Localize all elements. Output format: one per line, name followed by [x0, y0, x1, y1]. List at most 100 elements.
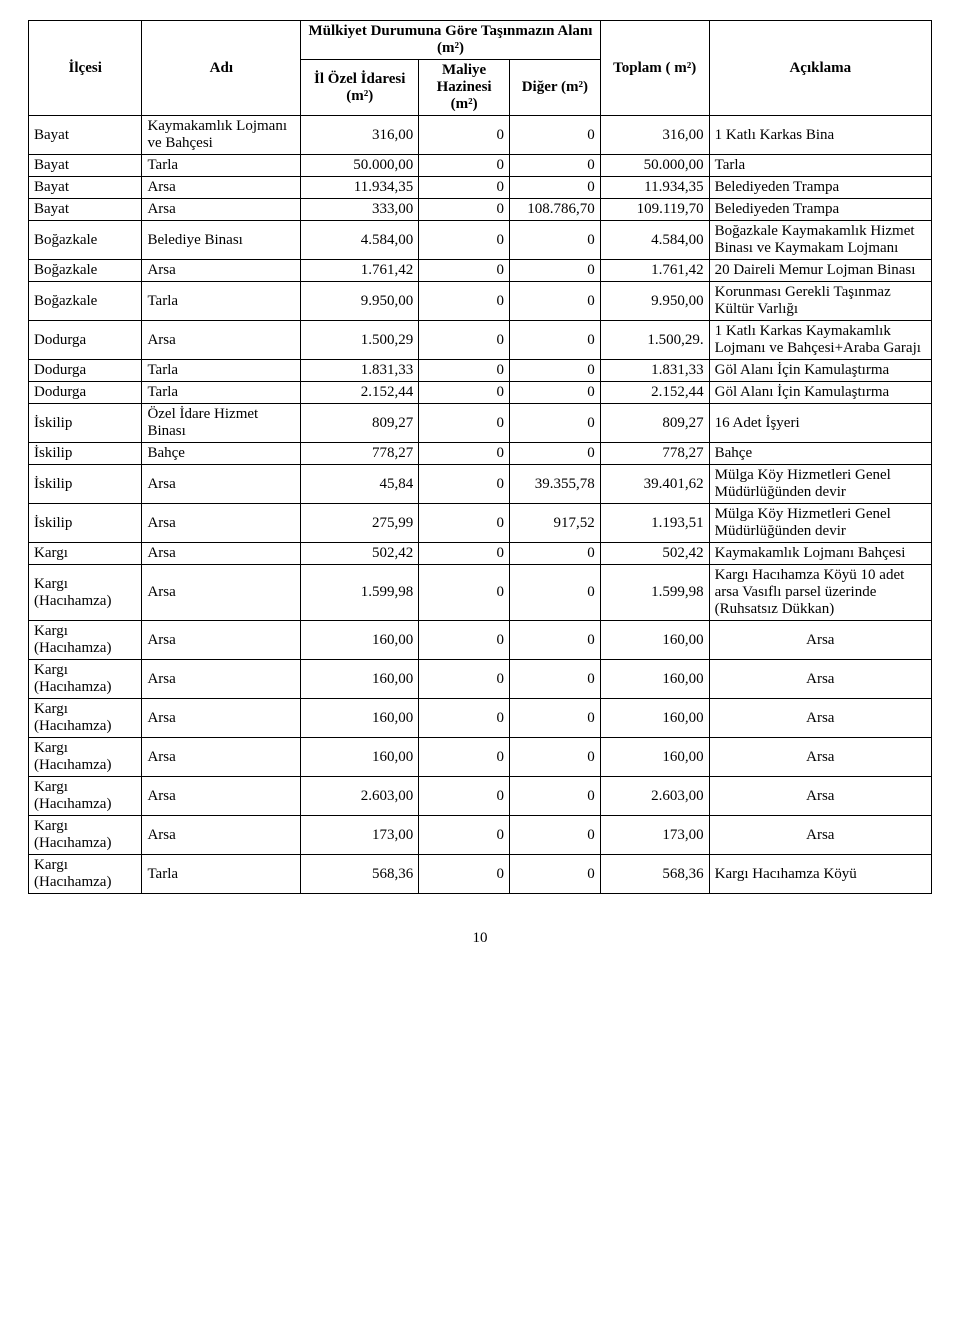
cell-diger: 0 — [509, 621, 600, 660]
cell-aciklama: Bahçe — [709, 443, 931, 465]
table-row: Kargı (Hacıhamza)Arsa160,0000160,00Arsa — [29, 660, 932, 699]
cell-ilce: Kargı (Hacıhamza) — [29, 699, 142, 738]
cell-toplam: 809,27 — [600, 404, 709, 443]
cell-maliye: 0 — [419, 404, 510, 443]
cell-diger: 0 — [509, 221, 600, 260]
cell-toplam: 568,36 — [600, 855, 709, 894]
cell-maliye: 0 — [419, 382, 510, 404]
cell-il-ozel: 1.599,98 — [301, 565, 419, 621]
cell-adi: Arsa — [142, 543, 301, 565]
cell-aciklama: Kargı Hacıhamza Köyü — [709, 855, 931, 894]
cell-diger: 108.786,70 — [509, 199, 600, 221]
cell-maliye: 0 — [419, 155, 510, 177]
cell-adi: Özel İdare Hizmet Binası — [142, 404, 301, 443]
cell-adi: Belediye Binası — [142, 221, 301, 260]
cell-adi: Tarla — [142, 855, 301, 894]
cell-maliye: 0 — [419, 621, 510, 660]
cell-il-ozel: 275,99 — [301, 504, 419, 543]
header-adi: Adı — [142, 21, 301, 116]
cell-ilce: Dodurga — [29, 321, 142, 360]
cell-maliye: 0 — [419, 282, 510, 321]
table-row: BayatArsa333,000108.786,70109.119,70Bele… — [29, 199, 932, 221]
cell-il-ozel: 1.761,42 — [301, 260, 419, 282]
cell-ilce: Kargı (Hacıhamza) — [29, 738, 142, 777]
cell-toplam: 11.934,35 — [600, 177, 709, 199]
cell-aciklama: Arsa — [709, 699, 931, 738]
cell-maliye: 0 — [419, 816, 510, 855]
cell-toplam: 39.401,62 — [600, 465, 709, 504]
cell-aciklama: Göl Alanı İçin Kamulaştırma — [709, 360, 931, 382]
cell-il-ozel: 2.603,00 — [301, 777, 419, 816]
cell-maliye: 0 — [419, 177, 510, 199]
cell-diger: 0 — [509, 155, 600, 177]
table-row: DodurgaTarla2.152,44002.152,44Göl Alanı … — [29, 382, 932, 404]
cell-diger: 0 — [509, 816, 600, 855]
table-row: İskilipArsa275,990917,521.193,51Mülga Kö… — [29, 504, 932, 543]
cell-toplam: 1.193,51 — [600, 504, 709, 543]
cell-il-ozel: 45,84 — [301, 465, 419, 504]
cell-maliye: 0 — [419, 855, 510, 894]
table-row: BoğazkaleBelediye Binası4.584,00004.584,… — [29, 221, 932, 260]
cell-toplam: 160,00 — [600, 621, 709, 660]
cell-aciklama: Mülga Köy Hizmetleri Genel Müdürlüğünden… — [709, 465, 931, 504]
header-group: Mülkiyet Durumuna Göre Taşınmazın Alanı … — [301, 21, 600, 60]
cell-toplam: 2.603,00 — [600, 777, 709, 816]
cell-ilce: Boğazkale — [29, 282, 142, 321]
cell-il-ozel: 4.584,00 — [301, 221, 419, 260]
cell-ilce: Dodurga — [29, 382, 142, 404]
cell-ilce: Kargı (Hacıhamza) — [29, 855, 142, 894]
cell-adi: Arsa — [142, 199, 301, 221]
cell-maliye: 0 — [419, 738, 510, 777]
cell-maliye: 0 — [419, 443, 510, 465]
cell-il-ozel: 160,00 — [301, 621, 419, 660]
cell-ilce: Dodurga — [29, 360, 142, 382]
cell-toplam: 160,00 — [600, 699, 709, 738]
cell-toplam: 160,00 — [600, 738, 709, 777]
cell-toplam: 1.599,98 — [600, 565, 709, 621]
cell-toplam: 778,27 — [600, 443, 709, 465]
table-row: Kargı (Hacıhamza)Arsa173,0000173,00Arsa — [29, 816, 932, 855]
cell-adi: Tarla — [142, 155, 301, 177]
cell-ilce: Kargı (Hacıhamza) — [29, 565, 142, 621]
table-row: İskilipÖzel İdare Hizmet Binası809,27008… — [29, 404, 932, 443]
cell-diger: 917,52 — [509, 504, 600, 543]
cell-diger: 0 — [509, 404, 600, 443]
cell-adi: Arsa — [142, 738, 301, 777]
cell-adi: Arsa — [142, 260, 301, 282]
cell-ilce: Boğazkale — [29, 260, 142, 282]
cell-adi: Tarla — [142, 282, 301, 321]
table-row: Kargı (Hacıhamza)Arsa160,0000160,00Arsa — [29, 621, 932, 660]
cell-aciklama: Arsa — [709, 738, 931, 777]
cell-toplam: 1.500,29. — [600, 321, 709, 360]
cell-diger: 0 — [509, 543, 600, 565]
cell-il-ozel: 173,00 — [301, 816, 419, 855]
cell-adi: Arsa — [142, 777, 301, 816]
cell-adi: Arsa — [142, 660, 301, 699]
cell-diger: 39.355,78 — [509, 465, 600, 504]
cell-diger: 0 — [509, 282, 600, 321]
cell-ilce: İskilip — [29, 504, 142, 543]
cell-ilce: Bayat — [29, 116, 142, 155]
cell-toplam: 173,00 — [600, 816, 709, 855]
header-toplam: Toplam ( m²) — [600, 21, 709, 116]
table-row: Kargı (Hacıhamza)Arsa1.599,98001.599,98K… — [29, 565, 932, 621]
cell-toplam: 1.761,42 — [600, 260, 709, 282]
cell-il-ozel: 778,27 — [301, 443, 419, 465]
cell-maliye: 0 — [419, 543, 510, 565]
cell-diger: 0 — [509, 660, 600, 699]
table-row: BayatArsa11.934,350011.934,35Belediyeden… — [29, 177, 932, 199]
cell-ilce: İskilip — [29, 465, 142, 504]
cell-adi: Bahçe — [142, 443, 301, 465]
table-row: BoğazkaleArsa1.761,42001.761,4220 Dairel… — [29, 260, 932, 282]
cell-diger: 0 — [509, 443, 600, 465]
cell-toplam: 160,00 — [600, 660, 709, 699]
cell-maliye: 0 — [419, 699, 510, 738]
cell-il-ozel: 1.500,29 — [301, 321, 419, 360]
cell-diger: 0 — [509, 321, 600, 360]
table-row: DodurgaArsa1.500,29001.500,29.1 Katlı Ka… — [29, 321, 932, 360]
cell-ilce: Bayat — [29, 155, 142, 177]
header-ilcesi: İlçesi — [29, 21, 142, 116]
cell-toplam: 4.584,00 — [600, 221, 709, 260]
cell-aciklama: Arsa — [709, 621, 931, 660]
cell-aciklama: Arsa — [709, 816, 931, 855]
